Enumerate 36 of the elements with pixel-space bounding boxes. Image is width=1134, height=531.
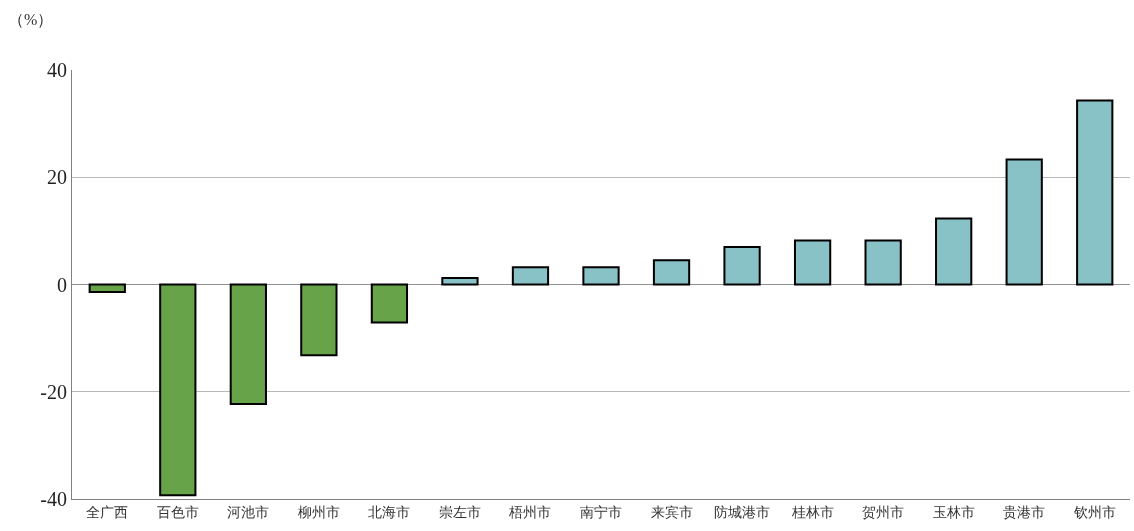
- bar: [723, 245, 761, 286]
- y-axis-title: （%）: [8, 11, 54, 28]
- y-tick-label: -40: [40, 488, 67, 510]
- y-tick-label: 0: [57, 273, 67, 296]
- x-tick-label: 钦州市: [1072, 504, 1116, 520]
- x-tick-label: 百色市: [156, 504, 199, 520]
- bar: [441, 277, 479, 286]
- x-tick-label: 玉林市: [932, 504, 975, 520]
- y-tick-label: 40: [47, 59, 67, 81]
- x-tick-label: 梧州市: [508, 504, 552, 520]
- x-tick-label: 桂林市: [790, 504, 834, 520]
- bar: [1005, 158, 1043, 286]
- bar: [370, 283, 409, 324]
- x-tick-label: 防城港市: [714, 504, 771, 520]
- bar: [88, 283, 126, 294]
- x-tick-label: 来宾市: [650, 504, 693, 520]
- bar: [300, 283, 338, 357]
- x-tick-label: 北海市: [368, 504, 411, 520]
- x-tick-label: 崇左市: [438, 504, 481, 520]
- y-tick-label: 20: [47, 166, 67, 189]
- bar: [652, 259, 691, 286]
- bar: [864, 239, 902, 286]
- x-tick-label: 全广西: [86, 504, 129, 520]
- bar: [935, 217, 973, 286]
- bar: [793, 239, 832, 286]
- x-tick-label: 柳州市: [297, 504, 340, 520]
- bar: [511, 266, 550, 286]
- x-tick-label: 南宁市: [580, 504, 622, 520]
- y-tick-label: -20: [40, 380, 67, 403]
- bar: [1076, 99, 1114, 286]
- bar: [229, 283, 267, 406]
- bar: [159, 283, 197, 497]
- bar: [582, 266, 620, 286]
- x-tick-label: 河池市: [227, 504, 270, 520]
- x-tick-label: 贵港市: [1003, 504, 1046, 520]
- x-tick-label: 贺州市: [862, 504, 905, 520]
